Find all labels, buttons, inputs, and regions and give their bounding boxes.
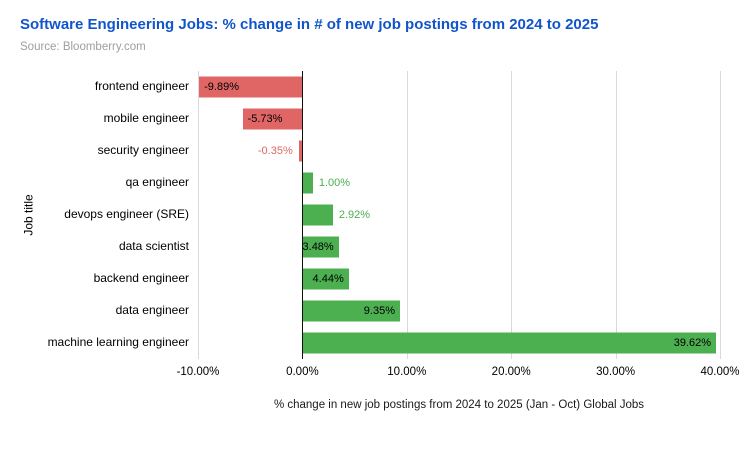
axis-spacer — [20, 381, 198, 411]
bar-value-label: -5.73% — [247, 112, 283, 125]
category-label: machine learning engineer — [47, 334, 189, 349]
category-label: security engineer — [97, 142, 189, 157]
bar-row: 2.92% — [198, 199, 720, 231]
bar — [199, 76, 303, 98]
category-label: devops engineer (SRE) — [64, 206, 189, 221]
gridline — [720, 70, 721, 359]
x-tick-label: 40.00% — [700, 365, 740, 378]
bar-value-label: 4.44% — [312, 272, 344, 285]
bar-row: -9.89% — [198, 71, 720, 103]
y-axis-title-area: Job title — [20, 71, 38, 359]
source-text: Source: Bloomberry.com — [20, 40, 146, 53]
bar-value-label: -0.35% — [257, 144, 293, 157]
category-label: qa engineer — [125, 174, 189, 189]
axis-spacer — [20, 359, 198, 381]
gridline — [406, 70, 408, 359]
y-axis-label: Job title — [22, 194, 37, 236]
bar — [302, 172, 313, 194]
x-tick-label: 30.00% — [596, 365, 636, 378]
gridline — [615, 70, 617, 359]
bar-value-label: 2.92% — [338, 208, 371, 221]
x-tick-label: 20.00% — [491, 365, 531, 378]
bar — [302, 204, 333, 226]
bar-row: 39.62% — [198, 327, 720, 359]
bar — [302, 236, 339, 258]
x-tick-label: 10.00% — [387, 365, 427, 378]
bar — [302, 300, 400, 322]
bar-row: -5.73% — [198, 103, 720, 135]
bar-value-label: 1.00% — [318, 176, 351, 189]
bar-chart: Job title frontend engineer mobile engine… — [20, 70, 740, 411]
x-tick-label: 0.00% — [286, 365, 319, 378]
category-label: mobile engineer — [103, 110, 189, 125]
bar-row: 1.00% — [198, 167, 720, 199]
bar-value-label: 9.35% — [363, 304, 395, 317]
x-tick-label: -10.00% — [176, 365, 220, 378]
bar-row: 3.48% — [198, 231, 720, 263]
x-axis-ticks: -10.00% 0.00% 10.00% 20.00% 30.00% 40.00% — [177, 359, 740, 381]
bar-row: 9.35% — [198, 295, 720, 327]
gridline — [198, 70, 199, 359]
bar — [298, 140, 303, 162]
bar-value-label: 3.48% — [302, 240, 334, 253]
category-label: backend engineer — [93, 270, 189, 285]
category-label: data engineer — [115, 302, 189, 317]
bar-value-label: -9.89% — [204, 80, 239, 93]
category-column: frontend engineer mobile engineer security… — [38, 71, 198, 359]
bar-row: 4.44% — [198, 263, 720, 295]
gridline — [511, 70, 513, 359]
bar — [242, 108, 303, 130]
x-axis-label: % change in new job postings from 2024 t… — [273, 398, 645, 411]
plot-area: -9.89% -5.73% -0.35% 1.00% 2.92% 3.48% 4.44% 9.… — [198, 70, 721, 359]
chart-title: Software Engineering Jobs: % change in #… — [20, 16, 599, 33]
bar — [302, 332, 717, 354]
zero-axis-line — [302, 70, 304, 359]
bar-row: -0.35% — [198, 135, 720, 167]
category-label: frontend engineer — [94, 78, 189, 93]
bar — [302, 268, 349, 290]
category-label: data scientist — [118, 238, 189, 253]
bar-value-label: 39.62% — [673, 336, 712, 349]
